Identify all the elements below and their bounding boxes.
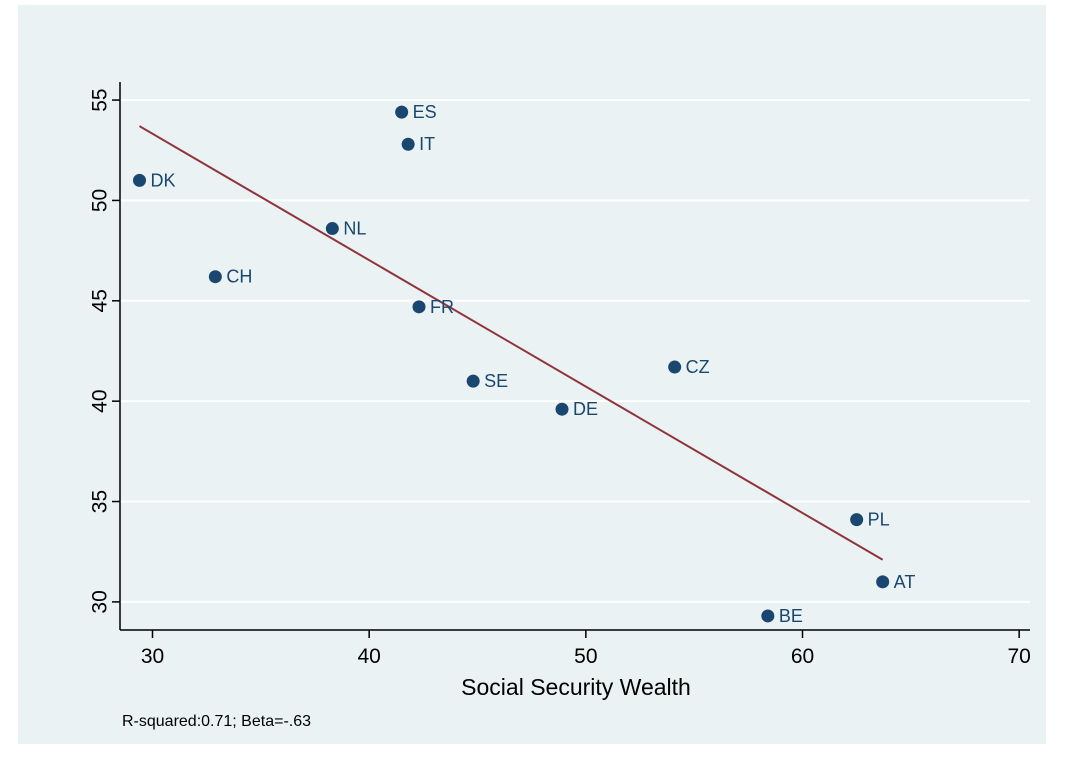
data-point-ch — [208, 270, 222, 284]
point-label-cz: CZ — [686, 357, 710, 377]
point-label-de: DE — [573, 399, 598, 419]
fit-line — [138, 125, 884, 561]
data-point-se — [466, 374, 480, 388]
point-label-se: SE — [484, 371, 508, 391]
x-tick-label: 60 — [791, 645, 814, 668]
y-tick-label: 30 — [89, 590, 112, 613]
fit-line-group — [138, 125, 884, 561]
x-axis-title: Social Security Wealth — [461, 674, 691, 700]
point-label-es: ES — [413, 102, 437, 122]
stats-note: R-squared:0.71; Beta=-.63 — [122, 713, 311, 730]
point-label-fr: FR — [430, 297, 454, 317]
axes — [112, 82, 1030, 638]
x-tick-label: 70 — [1007, 645, 1030, 668]
y-tick-label: 45 — [89, 289, 112, 312]
data-point-pl — [850, 513, 864, 527]
x-tick-label: 40 — [357, 645, 380, 668]
y-tick-label: 40 — [89, 389, 112, 412]
data-point-be — [761, 609, 775, 623]
y-tick-label: 35 — [89, 490, 112, 513]
y-tick-label: 55 — [89, 88, 112, 111]
data-points: ES IT DK NL CH FR CZ SE DE PL AT BE — [133, 102, 915, 626]
point-label-nl: NL — [343, 219, 366, 239]
data-point-nl — [325, 222, 339, 236]
data-point-dk — [133, 173, 146, 187]
point-label-ch: CH — [226, 267, 252, 287]
data-point-at — [876, 575, 890, 589]
point-label-dk: DK — [151, 170, 176, 190]
data-point-de — [555, 402, 569, 416]
data-point-cz — [668, 360, 682, 374]
plot-area — [120, 82, 1030, 630]
data-point-fr — [412, 300, 426, 314]
grid-lines — [120, 99, 1030, 603]
x-tick-label: 50 — [574, 645, 597, 668]
x-tick-label: 30 — [141, 645, 164, 668]
data-point-es — [395, 105, 409, 119]
point-label-at: AT — [894, 572, 916, 592]
y-tick-label: 50 — [89, 189, 112, 212]
point-label-it: IT — [419, 134, 435, 154]
point-label-pl: PL — [868, 510, 890, 530]
point-label-be: BE — [779, 606, 803, 626]
data-point-it — [401, 137, 415, 151]
tick-labels: 30 40 50 60 70 30 35 40 45 50 55 — [89, 88, 1031, 668]
